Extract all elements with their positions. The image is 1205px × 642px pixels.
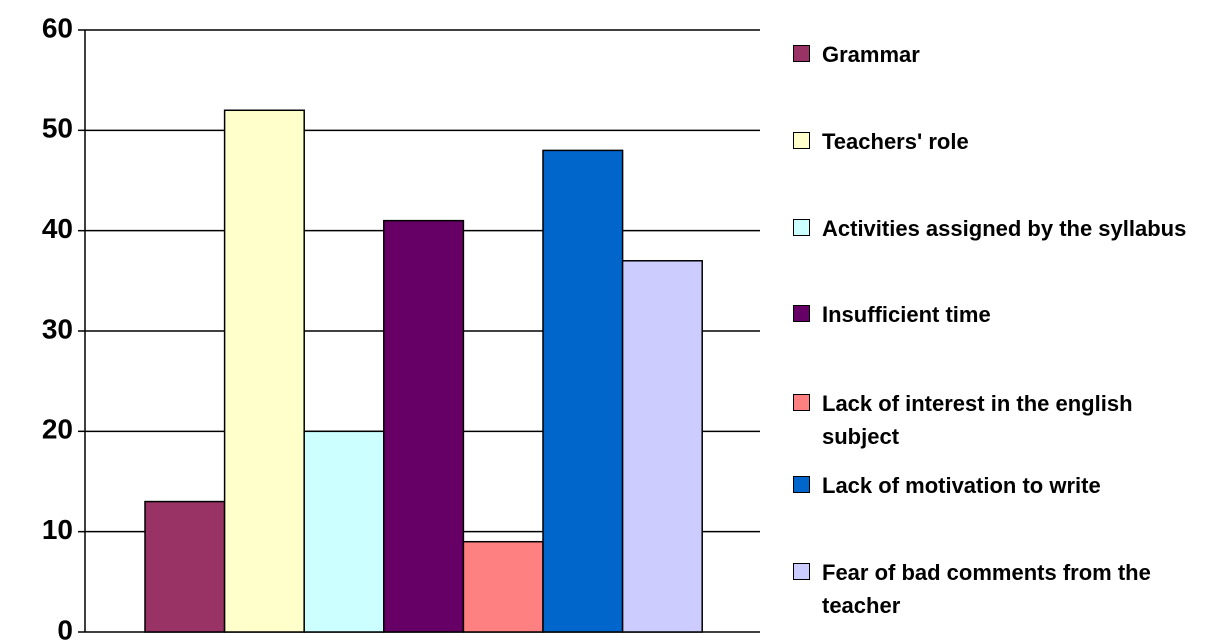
y-tick-label: 10 (42, 514, 73, 545)
legend-item: Insufficient time (793, 298, 1193, 331)
y-tick-label: 60 (42, 12, 73, 43)
bar (462, 540, 544, 633)
legend-item: Fear of bad comments from the teacher (793, 556, 1193, 622)
y-tick-label: 40 (42, 213, 73, 244)
legend-swatch (793, 132, 810, 149)
legend-label: Insufficient time (822, 302, 991, 327)
legend-item: Grammar (793, 38, 1193, 71)
bar (223, 109, 305, 633)
legend-swatch (793, 394, 810, 411)
y-tick-label: 50 (42, 113, 73, 144)
legend-label: Activities assigned by the syllabus (822, 216, 1187, 241)
legend-swatch (793, 45, 810, 62)
legend-label: Grammar (822, 42, 920, 67)
y-tick-label: 0 (57, 614, 73, 642)
legend-label: Lack of interest in the english subject (822, 391, 1133, 449)
legend-label: Teachers' role (822, 129, 969, 154)
bar (144, 500, 226, 633)
legend-label: Lack of motivation to write (822, 473, 1101, 498)
legend-label: Fear of bad comments from the teacher (822, 560, 1151, 618)
y-tick-label: 30 (42, 313, 73, 344)
legend-item: Lack of motivation to write (793, 469, 1193, 502)
bar (303, 430, 385, 633)
legend-swatch (793, 476, 810, 493)
legend-item: Teachers' role (793, 125, 1193, 158)
bar (621, 260, 703, 633)
legend-swatch (793, 563, 810, 580)
bar (542, 149, 624, 633)
legend-item: Lack of interest in the english subject (793, 387, 1193, 453)
legend-swatch (793, 305, 810, 322)
legend-swatch (793, 219, 810, 236)
bar (383, 219, 465, 633)
legend-item: Activities assigned by the syllabus (793, 212, 1193, 245)
y-tick-label: 20 (42, 414, 73, 445)
